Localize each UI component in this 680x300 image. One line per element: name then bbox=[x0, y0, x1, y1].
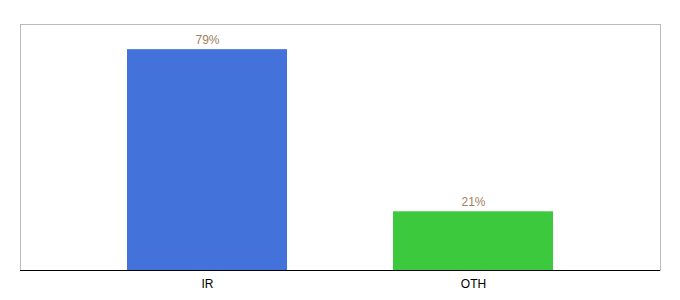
svg-text:OTH: OTH bbox=[461, 277, 486, 291]
svg-text:21%: 21% bbox=[461, 195, 485, 209]
svg-text:79%: 79% bbox=[195, 33, 219, 47]
svg-text:IR: IR bbox=[202, 277, 214, 291]
